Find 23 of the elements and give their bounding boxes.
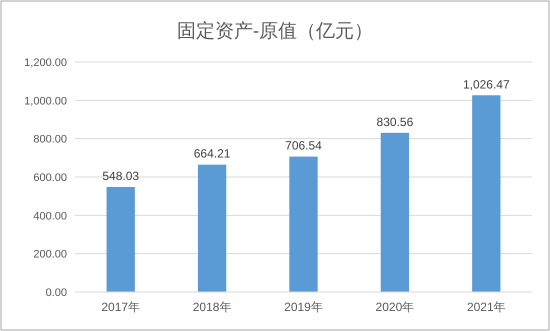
y-tick-label: 1,000.00: [24, 95, 67, 108]
y-tick-label: 0.00: [46, 287, 67, 299]
x-tick-label: 2017年: [101, 300, 140, 314]
data-label: 548.03: [102, 168, 140, 183]
x-tick-label: 2021年: [466, 300, 506, 314]
bar: [106, 186, 135, 292]
data-label: 830.56: [376, 114, 414, 129]
data-label: 1,026.47: [462, 77, 510, 92]
x-tick-label: 2018年: [192, 300, 232, 314]
y-tick-label: 600.00: [33, 172, 67, 184]
x-tick-label: 2020年: [376, 300, 414, 314]
bar: [198, 164, 226, 292]
y-tick-label: 1,200.00: [24, 57, 67, 69]
data-label: 706.54: [285, 138, 322, 153]
bar: [472, 95, 500, 292]
bar: [289, 156, 318, 292]
y-tick-label: 400.00: [33, 210, 67, 222]
y-tick-label: 800.00: [33, 134, 67, 146]
y-tick-label: 200.00: [33, 248, 67, 261]
data-label: 664.21: [194, 146, 231, 161]
chart-title: 固定资产-原值（亿元）: [176, 20, 374, 42]
x-tick-label: 2019年: [284, 300, 323, 314]
bar: [380, 132, 410, 292]
